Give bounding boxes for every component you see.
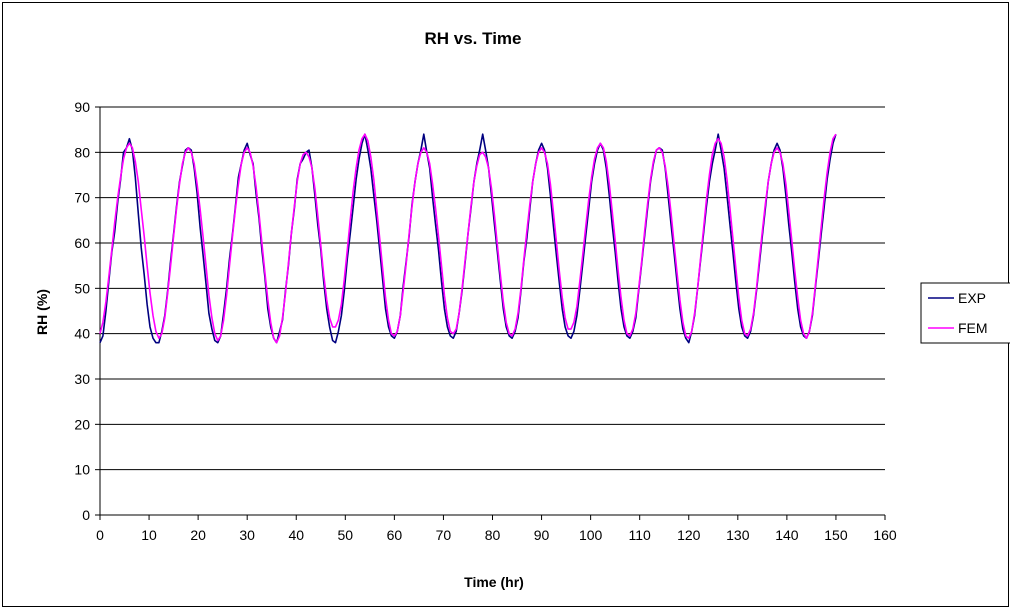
x-tick-label-160: 160: [873, 527, 897, 543]
x-tick-label-140: 140: [775, 527, 799, 543]
x-tick-label-110: 110: [629, 527, 652, 543]
x-tick-label-90: 90: [534, 527, 550, 543]
legend-label-fem: FEM: [958, 320, 988, 336]
x-tick-labels: 0 10 20 30 40 50 60 70 80 90 100 110 120 130 140 150 160: [96, 515, 897, 543]
y-axis-label: RH (%): [34, 289, 50, 335]
x-tick-label-40: 40: [288, 527, 304, 543]
y-tick-labels: 0 10 20 30 40 50 60 70 80 90: [74, 99, 100, 523]
y-tick-label-70: 70: [74, 190, 90, 206]
legend-box: [920, 282, 1010, 344]
gridlines: [100, 106, 885, 471]
x-tick-label-0: 0: [96, 527, 104, 543]
x-tick-label-120: 120: [677, 527, 701, 543]
chart: RH vs. Time 0 10 20 30 40 50 60 70 80 90 0 10 20 30 4…: [34, 29, 1010, 590]
legend: EXP FEM: [920, 282, 1010, 344]
x-axis-label: Time (hr): [464, 574, 524, 590]
x-tick-label-100: 100: [579, 527, 603, 543]
x-tick-label-10: 10: [141, 527, 157, 543]
y-tick-label-20: 20: [74, 416, 90, 432]
axes: [99, 107, 885, 516]
x-tick-label-60: 60: [387, 527, 403, 543]
legend-label-exp: EXP: [958, 290, 986, 306]
y-tick-label-10: 10: [74, 462, 90, 478]
y-tick-label-90: 90: [74, 99, 90, 115]
x-tick-label-30: 30: [239, 527, 255, 543]
y-tick-label-40: 40: [74, 326, 90, 342]
chart-title: RH vs. Time: [424, 29, 521, 48]
y-tick-label-0: 0: [82, 507, 90, 523]
y-tick-label-80: 80: [74, 144, 90, 160]
x-tick-label-50: 50: [338, 527, 354, 543]
x-tick-label-130: 130: [726, 527, 750, 543]
y-tick-label-60: 60: [74, 235, 90, 251]
x-tick-label-20: 20: [190, 527, 206, 543]
x-tick-label-150: 150: [824, 527, 848, 543]
series-lines: [99, 133, 837, 344]
y-tick-label-50: 50: [74, 280, 90, 296]
series-line-fem: [99, 133, 837, 344]
x-tick-label-80: 80: [485, 527, 501, 543]
y-tick-label-30: 30: [74, 371, 90, 387]
x-tick-label-70: 70: [436, 527, 452, 543]
